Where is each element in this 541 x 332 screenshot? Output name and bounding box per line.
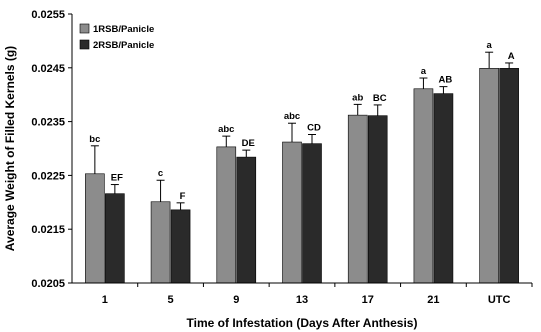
y-axis-label: Average Weight of Filled Kernels (g) xyxy=(3,46,17,251)
significance-label: CD xyxy=(307,123,321,134)
legend-swatch xyxy=(79,23,90,34)
y-tick-label: 0.0235 xyxy=(31,117,65,129)
significance-label: F xyxy=(180,191,186,202)
x-tick-label: 9 xyxy=(233,294,239,306)
significance-label: ab xyxy=(352,92,363,103)
bar-1rsb xyxy=(479,68,499,284)
significance-label: abc xyxy=(284,111,300,122)
bar-1rsb xyxy=(282,141,302,284)
significance-label: BC xyxy=(373,93,387,104)
y-tick-label: 0.0215 xyxy=(31,224,65,236)
bar-2rsb xyxy=(105,193,125,284)
y-tick-label: 0.0245 xyxy=(31,63,65,75)
significance-label: A xyxy=(508,51,515,62)
x-tick-label: 21 xyxy=(427,294,439,306)
bar-2rsb xyxy=(433,93,454,284)
y-tick-label: 0.0205 xyxy=(31,278,65,290)
x-tick-label: 1 xyxy=(102,294,108,306)
significance-label: bc xyxy=(89,134,100,145)
legend-swatch xyxy=(79,39,90,50)
significance-label: a xyxy=(421,66,427,77)
y-tick-label: 0.0225 xyxy=(31,170,65,182)
significance-label: a xyxy=(486,40,492,51)
bar-1rsb xyxy=(413,88,434,284)
legend-label: 2RSB/Panicle xyxy=(93,40,154,51)
bar-2rsb xyxy=(236,156,257,284)
bar-2rsb xyxy=(170,209,191,284)
legend: 1RSB/Panicle 2RSB/Panicle xyxy=(79,23,154,51)
significance-label: EF xyxy=(111,173,123,184)
significance-label: c xyxy=(158,168,163,179)
bar-1rsb xyxy=(150,201,171,284)
bar-1rsb xyxy=(216,146,237,284)
axes-layer: 0.0205 0.0215 0.0225 0.0235 0.0245 0.0255 1 5 9 1… xyxy=(3,9,533,330)
bar-1rsb xyxy=(347,114,368,284)
bar-2rsb xyxy=(367,115,388,284)
x-tick-label: UTC xyxy=(488,294,511,306)
legend-label: 1RSB/Panicle xyxy=(93,24,154,35)
x-axis-label: Time of Infestation (Days After Anthesis… xyxy=(187,316,418,330)
y-tick-label: 0.0255 xyxy=(31,9,65,21)
significance-label: abc xyxy=(218,124,234,135)
bar-1rsb xyxy=(85,173,105,284)
x-tick-label: 5 xyxy=(168,294,174,306)
bar-2rsb xyxy=(302,143,322,284)
significance-label: DE xyxy=(242,138,255,149)
x-tick-label: 17 xyxy=(362,294,374,306)
significance-label: AB xyxy=(439,75,453,86)
bar-2rsb xyxy=(499,68,519,284)
x-tick-label: 13 xyxy=(296,294,308,306)
